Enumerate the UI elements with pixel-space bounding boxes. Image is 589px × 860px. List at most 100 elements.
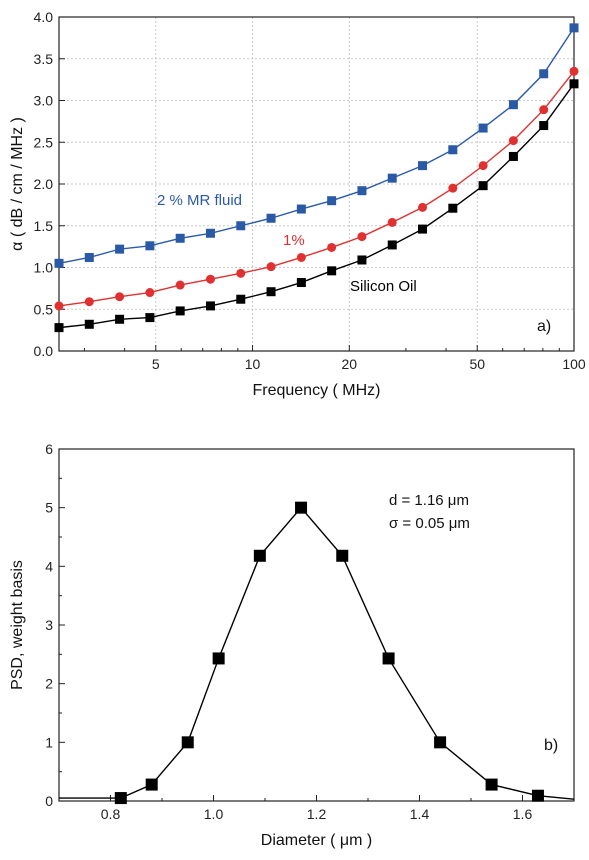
data-point [478,161,488,171]
panel-b: 0.8 1.0 1.2 1.4 1.6 0 1 2 3 4 5 6 Diameter ( μm ) PSD… [9,441,575,849]
data-point [418,224,428,234]
data-point [382,652,395,665]
y-tick-label: 4 [45,558,53,574]
plot-frame [58,448,575,802]
data-point [266,287,276,297]
series-label-mr-fluid: 2 % MR fluid [157,192,242,209]
annotation-line: d = 1.16 μm [389,492,469,509]
panel-label-a: a) [537,318,551,335]
data-point [212,652,225,665]
x-tick-label: 0.8 [101,806,121,822]
data-point [84,319,94,329]
data-point [181,736,194,749]
series-line [59,506,575,800]
x-tick-label: 1.6 [513,806,533,822]
data-point [236,294,246,304]
data-point [387,173,397,183]
y-tick-label: 1 [45,734,53,750]
data-point [175,306,185,316]
y-tick-label: 0 [45,793,53,809]
data-point [448,203,458,213]
data-point [539,105,549,115]
data-point [205,228,215,238]
data-point [266,262,276,272]
data-point [253,549,266,562]
data-point [84,297,94,307]
panel-label-b: b) [544,737,558,754]
x-tick-label: 5 [152,356,160,372]
x-axis-label: Frequency ( MHz) [252,382,380,399]
x-tick-label: 10 [245,356,261,372]
y-tick-label: 3.0 [34,93,54,109]
y-tick-label: 0.0 [34,343,54,359]
data-point [115,244,125,254]
data-point [296,278,306,288]
data-point [327,242,337,252]
data-point [508,151,518,161]
panel-a: 5 10 20 50 100 0.0 0.5 1.0 1.5 2.0 2.5 3.0 3.5 4.0 Fre… [9,9,586,399]
x-tick-label: 50 [469,356,485,372]
series-line [58,70,575,307]
data-point [569,79,579,89]
data-point [296,252,306,262]
y-tick-label: 2 [45,676,53,692]
data-point [485,778,498,791]
data-point [539,121,549,131]
data-point [296,204,306,214]
data-point [418,161,428,171]
data-point [434,736,447,749]
data-point [236,221,246,231]
x-axis-label: Diameter ( μm ) [261,832,372,849]
x-tick-label: 1.4 [410,806,430,822]
data-point [508,136,518,146]
data-point [448,183,458,193]
y-axis-label: PSD, weight basis [9,560,26,690]
series-label-silicon-oil: Silicon Oil [350,278,417,295]
data-point [54,323,64,333]
data-point [54,301,64,311]
data-point [295,501,308,514]
y-tick-label: 6 [45,441,53,457]
series-line [58,83,575,329]
series-label-1pct: 1% [283,232,305,249]
data-point [336,549,349,562]
data-point [145,241,155,251]
data-point [115,292,125,302]
data-point [478,181,488,191]
y-tick-label: 0.5 [34,301,54,317]
data-point [84,252,94,262]
data-point [357,232,367,242]
data-point [54,258,64,268]
data-point [357,255,367,265]
data-point [236,268,246,278]
y-tick-label: 1.0 [34,260,54,276]
data-point [327,196,337,206]
y-tick-label: 3.5 [34,51,54,67]
x-tick-label: 20 [342,356,358,372]
data-point [175,233,185,243]
data-point [145,778,158,791]
annotation-line: σ = 0.05 μm [389,515,470,532]
data-point [387,240,397,250]
data-point [145,288,155,298]
data-point [205,301,215,311]
y-axis-label: α ( dB / cm / MHz ) [9,117,26,251]
data-point [418,202,428,212]
data-point [175,280,185,290]
x-tick-label: 100 [562,356,586,372]
data-point [569,23,579,33]
y-tick-label: 2.0 [34,176,54,192]
y-tick-label: 3 [45,617,53,633]
data-point [508,100,518,110]
series-line [58,27,575,265]
data-point [327,266,337,276]
y-tick-label: 5 [45,500,53,516]
data-point [478,123,488,133]
y-tick-label: 4.0 [34,9,54,25]
data-point [569,66,579,76]
y-tick-label: 1.5 [34,218,54,234]
y-tick-label: 2.5 [34,134,54,150]
data-point [114,792,127,805]
data-point [539,69,549,79]
